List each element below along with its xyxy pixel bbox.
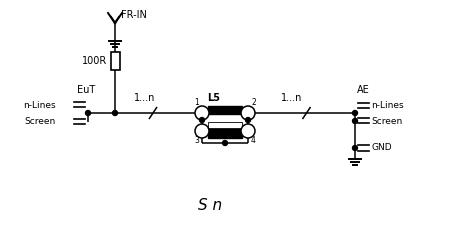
Text: 1: 1 — [194, 98, 199, 107]
Text: EuT: EuT — [77, 85, 95, 95]
Circle shape — [241, 124, 255, 138]
Text: n-Lines: n-Lines — [23, 101, 56, 110]
Text: 2: 2 — [251, 98, 256, 107]
Text: S n: S n — [198, 198, 222, 212]
Circle shape — [352, 111, 357, 115]
Circle shape — [199, 118, 204, 122]
Circle shape — [352, 146, 357, 150]
Text: 100R: 100R — [82, 56, 108, 66]
Text: Screen: Screen — [371, 116, 402, 125]
Bar — [111, 52, 120, 70]
Bar — [208, 129, 242, 138]
Circle shape — [352, 119, 357, 123]
Text: Screen: Screen — [25, 118, 56, 127]
Text: 4: 4 — [251, 136, 256, 145]
Circle shape — [86, 111, 90, 115]
Text: GND: GND — [371, 144, 392, 153]
Circle shape — [222, 140, 228, 146]
Circle shape — [112, 111, 117, 115]
Text: AE: AE — [357, 85, 370, 95]
Circle shape — [195, 124, 209, 138]
Text: L5: L5 — [207, 93, 220, 103]
Text: FR-IN: FR-IN — [121, 10, 147, 20]
Text: 1...n: 1...n — [281, 93, 302, 103]
Circle shape — [246, 118, 251, 122]
Circle shape — [241, 106, 255, 120]
Text: n-Lines: n-Lines — [371, 102, 404, 111]
Text: 1...n: 1...n — [134, 93, 156, 103]
Bar — [208, 122, 242, 128]
Text: 3: 3 — [194, 136, 199, 145]
Circle shape — [195, 106, 209, 120]
Bar — [208, 106, 242, 114]
